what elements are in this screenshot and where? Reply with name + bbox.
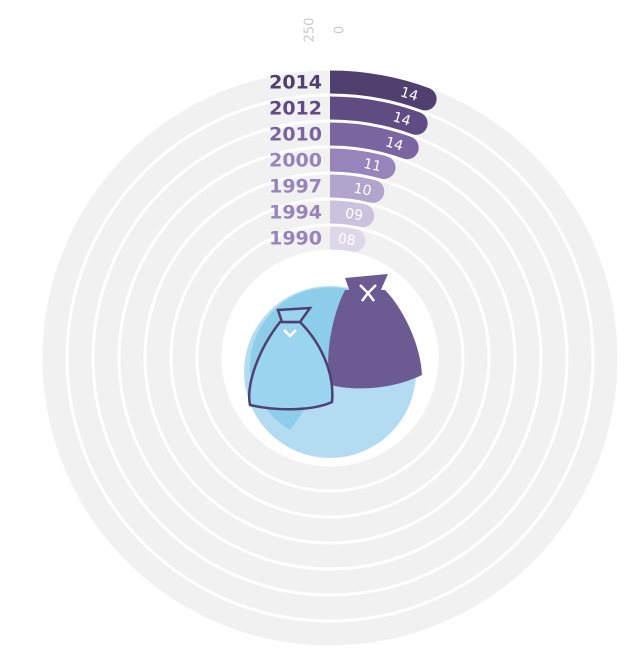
axis-tick-label: 0 — [333, 26, 348, 34]
light-bag — [248, 320, 334, 411]
value-label: 14 — [383, 134, 405, 154]
dark-bag — [328, 290, 422, 389]
light-bag-tie — [283, 329, 297, 338]
value-label: 09 — [344, 206, 364, 225]
year-label: 1994 — [269, 202, 322, 224]
bar — [330, 122, 419, 160]
bar — [330, 70, 437, 111]
bar — [330, 226, 366, 252]
light-bag-top — [276, 306, 313, 324]
dark-bag-top — [345, 274, 388, 292]
value-label: 08 — [337, 231, 357, 249]
year-label: 2000 — [269, 150, 322, 172]
year-label: 2012 — [269, 98, 322, 120]
year-label: 1997 — [269, 176, 322, 198]
axis-tick-label: 250 — [303, 18, 318, 43]
bar — [330, 174, 385, 203]
year-label: 2010 — [269, 124, 322, 146]
value-label: 10 — [352, 181, 373, 200]
bar — [330, 96, 428, 135]
bar — [330, 200, 375, 228]
value-label: 14 — [398, 84, 420, 104]
value-label: 14 — [391, 109, 413, 129]
bar — [330, 148, 396, 180]
bag-icon — [244, 274, 422, 458]
year-label: 2014 — [269, 72, 322, 94]
year-label: 1990 — [269, 228, 322, 250]
value-label: 11 — [362, 156, 383, 175]
dark-bag-tie — [359, 284, 377, 302]
